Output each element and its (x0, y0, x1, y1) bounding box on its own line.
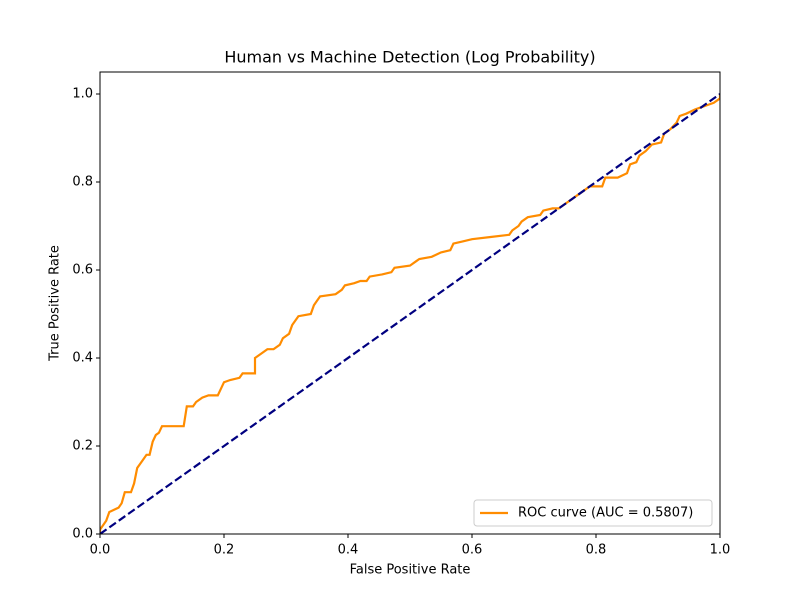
y-tick-label: 0.0 (72, 527, 93, 542)
x-tick-label: 1.0 (710, 543, 731, 558)
y-axis-label: True Positive Rate (48, 245, 63, 362)
x-tick-label: 0.0 (90, 543, 111, 558)
y-tick-label: 1.0 (72, 87, 93, 102)
legend-box (473, 499, 713, 527)
legend-label: ROC curve (AUC = 0.5807) (518, 506, 693, 521)
line (100, 94, 720, 534)
x-tick-label: 0.4 (338, 543, 359, 558)
chart-title: Human vs Machine Detection (Log Probabil… (224, 48, 595, 67)
y-tick-label: 0.8 (72, 175, 93, 190)
x-tick-label: 0.2 (214, 543, 235, 558)
y-tick-label: 0.6 (72, 263, 93, 278)
y-tick-label: 0.4 (72, 351, 93, 366)
x-tick-label: 0.8 (586, 543, 607, 558)
plot-frame (99, 71, 721, 535)
x-tick-label: 0.6 (462, 543, 483, 558)
y-tick-label: 0.2 (72, 439, 93, 454)
x-axis-label: False Positive Rate (350, 563, 471, 578)
line (100, 93, 720, 534)
